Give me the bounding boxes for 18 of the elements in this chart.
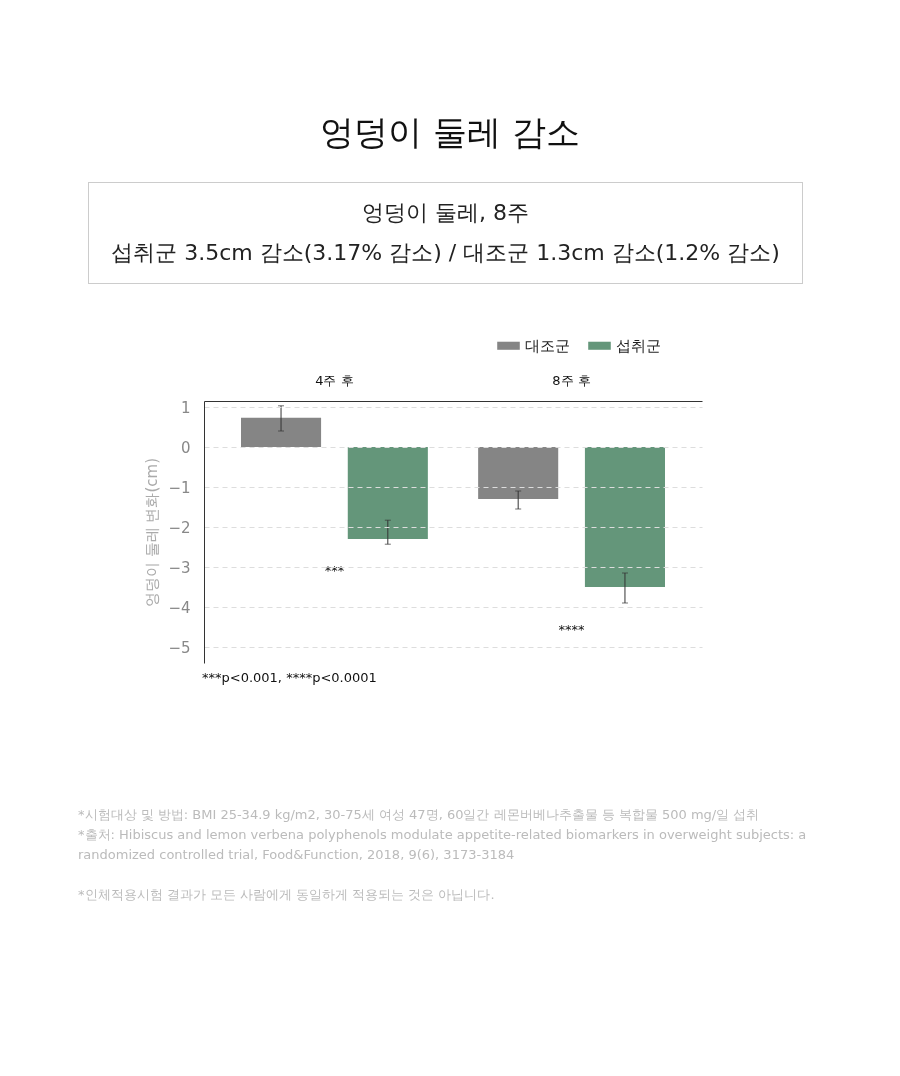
chart-title: 엉덩이 둘레 감소 <box>319 111 581 154</box>
y-tick-label: −5 <box>168 638 191 657</box>
y-tick-label: 1 <box>180 398 191 417</box>
y-tick-label: −1 <box>168 478 191 497</box>
legend-label: 대조군 <box>525 336 570 355</box>
text: *인체적용시험 결과가 모든 사람에게 동일하게 적용되는 것은 아닙니다. <box>78 886 496 904</box>
x-tick-label: 8주 후 <box>552 372 591 388</box>
y-tick-label: −4 <box>168 598 191 617</box>
y-axis-title: 엉덩이 둘레 변화(cm) <box>143 457 162 608</box>
text: ***p<0.001, ****p<0.0001 <box>202 670 377 685</box>
y-tick-label: 0 <box>180 438 191 457</box>
chart-subtitle: 엉덩이 둘레, 8주 섭취군 3.5cm 감소(3.17% 감소) / 대조군 1.3cm 감소(1.2% 감소) <box>111 199 780 267</box>
legend-label: 섭취군 <box>616 336 661 355</box>
text: *출처: Hibiscus and lemon verbena polyphenols modulate appetite-related biomarkers in overweight subjects: a randomized controlled trial, Food&Function, 2018, 9(6), 3173-3184 <box>78 826 808 864</box>
y-tick-label: −3 <box>168 558 191 577</box>
y-tick-label: −2 <box>168 518 191 537</box>
annotation: **** <box>558 622 586 637</box>
x-tick-label: 4주 후 <box>315 372 354 388</box>
